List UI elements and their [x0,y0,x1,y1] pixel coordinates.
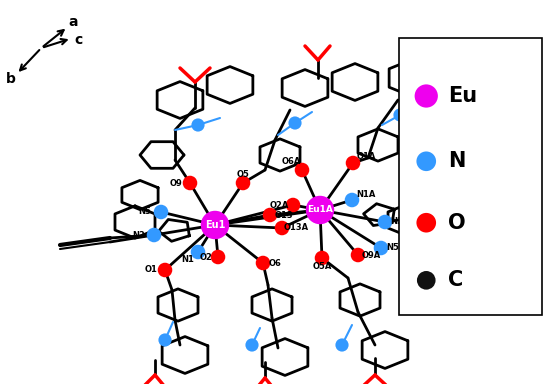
Point [290,120,299,126]
Text: O9: O9 [170,179,183,187]
Text: a: a [68,15,78,29]
Text: N5A: N5A [387,243,406,253]
Point [422,277,431,283]
Point [194,249,202,255]
Text: N1: N1 [182,255,195,264]
Text: O5A: O5A [312,262,332,271]
Text: Eu1: Eu1 [205,220,225,230]
Point [278,225,287,231]
Text: O6: O6 [268,258,282,268]
Text: O1A: O1A [357,152,376,161]
Point [258,260,267,266]
Text: Eu1A: Eu1A [307,205,333,215]
Point [239,180,248,186]
Text: N2A: N2A [390,217,410,227]
Point [348,197,356,203]
Point [289,202,298,208]
Text: O1: O1 [145,265,158,275]
Bar [399,38,542,315]
Point [248,342,256,348]
Text: O2A: O2A [270,200,289,210]
Point [161,337,169,343]
Point [316,207,324,213]
Point [381,219,389,225]
Point [157,209,166,215]
Point [211,222,219,228]
Point [161,267,169,273]
Text: N1A: N1A [356,190,376,199]
Point [395,112,404,118]
Point [354,252,362,258]
Text: C: C [448,270,464,290]
Text: O9A: O9A [362,250,381,260]
Text: O13: O13 [274,210,293,220]
Text: c: c [75,33,83,46]
Point [298,167,306,173]
Text: O2: O2 [200,253,212,262]
Point [426,232,434,238]
Point [185,180,194,186]
Point [213,254,222,260]
Point [150,232,158,238]
Text: O: O [448,213,466,233]
Text: O5: O5 [236,170,250,179]
Point [194,122,202,128]
Point [266,212,274,218]
Point [422,220,431,226]
Point [349,160,358,166]
Point [422,93,431,99]
Point [317,255,326,261]
Point [338,342,346,348]
Text: N5: N5 [138,207,151,217]
Point [422,158,431,164]
Text: N: N [448,151,466,171]
Text: b: b [6,73,16,86]
Text: O6A: O6A [281,157,301,166]
Text: O13A: O13A [283,223,309,232]
Text: Eu: Eu [448,86,477,106]
Text: N2: N2 [132,230,145,240]
Point [377,245,386,251]
